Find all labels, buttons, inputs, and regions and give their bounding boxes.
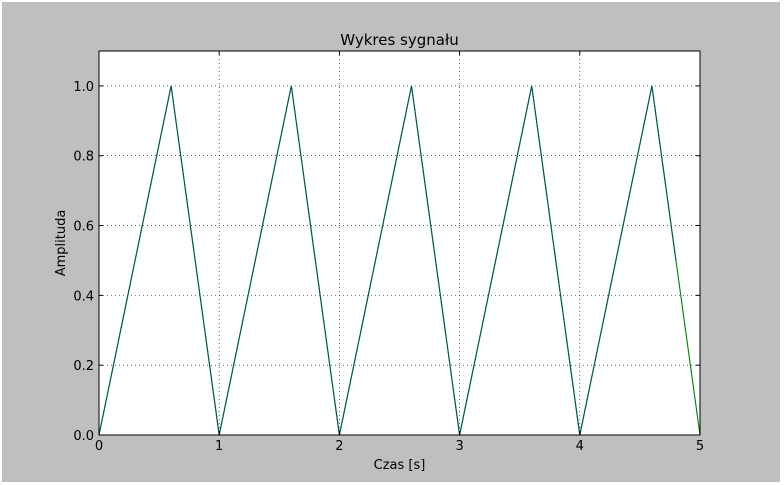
- x-tick-label: 2: [335, 439, 343, 454]
- series-line-2: [98, 85, 677, 436]
- tick-marks: [98, 51, 701, 436]
- y-tick-label: 1.0: [73, 80, 94, 95]
- x-tick-label: 3: [455, 439, 463, 454]
- y-tick-label: 0.6: [73, 220, 94, 235]
- x-tick-label: 5: [696, 439, 704, 454]
- x-tick-label: 4: [576, 439, 584, 454]
- plot-area: [99, 51, 700, 435]
- y-tick-label: 0.8: [73, 150, 94, 165]
- x-tick-label: 1: [215, 439, 223, 454]
- y-axis-label: Amplituda: [54, 210, 69, 277]
- plot-frame: [98, 50, 701, 436]
- y-tick-label: 0.2: [73, 359, 94, 374]
- grid-lines: [98, 51, 701, 436]
- series-layer: [98, 85, 701, 436]
- x-tick-labels: 0 1 2 3 4 5: [95, 439, 704, 454]
- x-tick-label: 0: [95, 439, 103, 454]
- y-tick-label: 0.0: [73, 429, 94, 444]
- y-tick-label: 0.4: [73, 289, 94, 304]
- x-axis-label: Czas [s]: [374, 458, 426, 473]
- chart-title: Wykres sygnału: [340, 31, 458, 49]
- y-tick-labels: 0.0 0.2 0.4 0.6 0.8 1.0: [73, 80, 94, 444]
